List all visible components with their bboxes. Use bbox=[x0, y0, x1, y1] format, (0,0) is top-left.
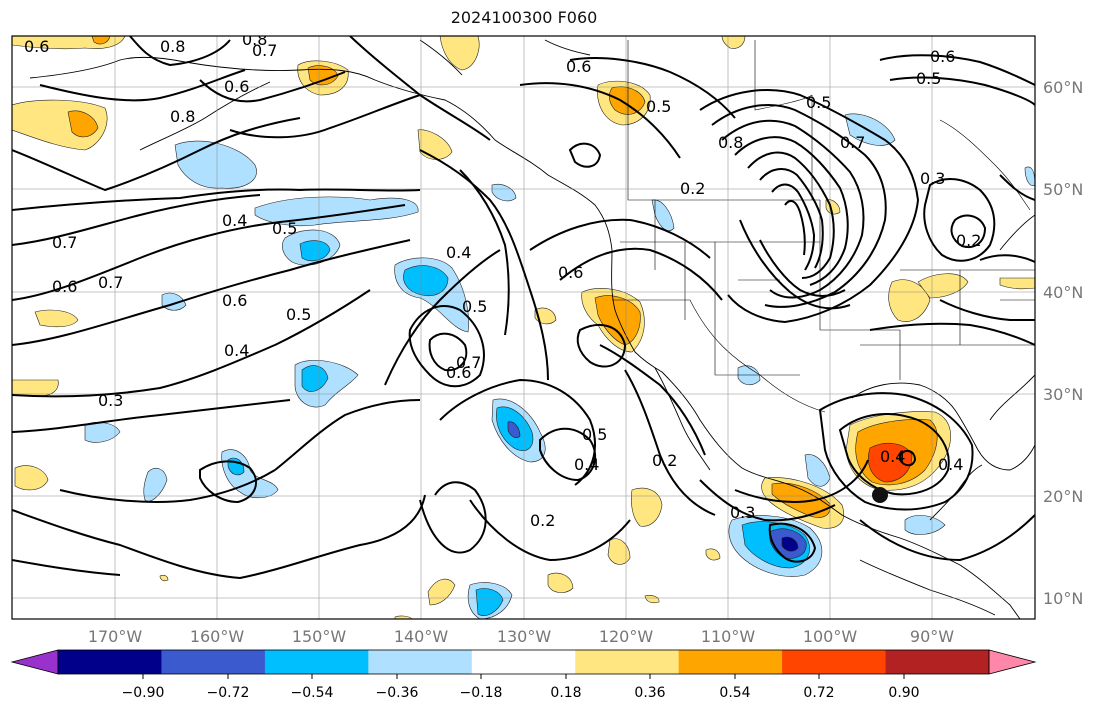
contour-label: 0.4 bbox=[574, 455, 599, 474]
colorbar-frame bbox=[57, 649, 990, 675]
contour-label: 0.8 bbox=[160, 37, 185, 56]
contour-label: 0.6 bbox=[52, 277, 77, 296]
contour-label: 0.3 bbox=[98, 391, 123, 410]
map-title: 2024100300 F060 bbox=[450, 8, 598, 27]
political-borders bbox=[612, 40, 1035, 413]
colorbar-segment bbox=[368, 650, 473, 674]
colorbar-segment bbox=[264, 650, 369, 674]
colorbar-segment bbox=[575, 650, 680, 674]
contour-label: 0.4 bbox=[880, 447, 905, 466]
lon-label: 100°W bbox=[803, 627, 858, 646]
colorbar-segments bbox=[10, 649, 1037, 675]
contour-label: 0.6 bbox=[222, 291, 247, 310]
lon-label: 110°W bbox=[701, 627, 756, 646]
contour-label: 0.4 bbox=[222, 211, 247, 230]
lon-label: 170°W bbox=[88, 627, 143, 646]
colorbar-segment bbox=[58, 650, 162, 674]
colorbar-tick-label: −0.36 bbox=[376, 685, 419, 701]
contour-lines bbox=[12, 36, 1035, 580]
latitude-labels: 60°N 50°N 40°N 30°N 20°N 10°N bbox=[1043, 78, 1083, 608]
longitude-labels: 170°W 160°W 150°W 140°W 130°W 120°W 110°… bbox=[88, 627, 954, 646]
contour-label: 0.7 bbox=[252, 41, 277, 60]
contour-label: 0.7 bbox=[840, 133, 865, 152]
contour-label: 0.7 bbox=[456, 353, 481, 372]
colorbar-tick-label: 0.72 bbox=[803, 685, 834, 701]
lon-label: 120°W bbox=[599, 627, 654, 646]
colorbar-segment bbox=[782, 650, 887, 674]
contour-label: 0.2 bbox=[652, 451, 677, 470]
contour-label: 0.6 bbox=[566, 57, 591, 76]
colorbar-segment bbox=[885, 650, 990, 674]
colorbar-tick-label: −0.72 bbox=[207, 685, 250, 701]
lat-label: 50°N bbox=[1043, 180, 1083, 199]
contour-label: 0.8 bbox=[718, 133, 743, 152]
contour-labels: 0.6 0.8 0.8 0.7 0.6 0.8 0.6 0.5 0.6 0.5 … bbox=[24, 30, 981, 530]
lat-label: 30°N bbox=[1043, 385, 1083, 404]
contour-label: 0.2 bbox=[530, 511, 555, 530]
contour-label: 0.2 bbox=[680, 179, 705, 198]
contour-label: 0.5 bbox=[582, 425, 607, 444]
colorbar-tick-label: −0.54 bbox=[291, 685, 334, 701]
contour-label: 0.8 bbox=[242, 30, 267, 49]
contour-label: 0.5 bbox=[646, 97, 671, 116]
colorbar-tick-label: −0.90 bbox=[122, 685, 165, 701]
storm-marker bbox=[872, 487, 888, 503]
contour-label: 0.5 bbox=[462, 297, 487, 316]
contour-label: 0.6 bbox=[558, 263, 583, 282]
contour-label: 0.6 bbox=[224, 77, 249, 96]
contour-label: 0.3 bbox=[730, 503, 755, 522]
contour-label: 0.5 bbox=[272, 219, 297, 238]
colorbar-tick-label: 0.90 bbox=[888, 685, 919, 701]
contour-label: 0.4 bbox=[446, 243, 471, 262]
contour-label: 0.6 bbox=[930, 47, 955, 66]
colorbar-tick-label: −0.18 bbox=[460, 685, 503, 701]
colorbar-segment bbox=[161, 650, 266, 674]
colorbar-extend-high bbox=[988, 649, 1037, 675]
contour-label: 0.5 bbox=[286, 305, 311, 324]
lon-label: 160°W bbox=[190, 627, 245, 646]
contour-label: 0.2 bbox=[956, 231, 981, 250]
contour-label: 0.4 bbox=[938, 455, 963, 474]
lat-label: 40°N bbox=[1043, 283, 1083, 302]
map-frame bbox=[11, 35, 1036, 620]
contour-label: 0.7 bbox=[98, 273, 123, 292]
colorbar-tick-label: 0.36 bbox=[634, 685, 665, 701]
colorbar-tick-label: 0.54 bbox=[719, 685, 750, 701]
lon-label: 140°W bbox=[394, 627, 449, 646]
colorbar-segment bbox=[678, 650, 783, 674]
colorbar-tick-labels: −0.90 −0.72 −0.54 −0.36 −0.18 0.18 0.36 … bbox=[122, 685, 920, 701]
contour-label: 0.3 bbox=[920, 169, 945, 188]
contour-label: 0.5 bbox=[916, 69, 941, 88]
lat-label: 20°N bbox=[1043, 487, 1083, 506]
colorbar-tick-label: 0.18 bbox=[550, 685, 581, 701]
contour-label: 0.5 bbox=[806, 93, 831, 112]
contour-label: 0.6 bbox=[446, 363, 471, 382]
colorbar: −0.90 −0.72 −0.54 −0.36 −0.18 0.18 0.36 … bbox=[10, 649, 1037, 701]
lat-label: 60°N bbox=[1043, 78, 1083, 97]
contour-label: 0.7 bbox=[52, 233, 77, 252]
lon-label: 130°W bbox=[497, 627, 552, 646]
colorbar-segment bbox=[471, 650, 576, 674]
coastlines bbox=[29, 39, 1035, 619]
colorbar-extend-low bbox=[10, 649, 59, 675]
lat-label: 10°N bbox=[1043, 589, 1083, 608]
lon-label: 90°W bbox=[910, 627, 954, 646]
contour-label: 0.6 bbox=[24, 37, 49, 56]
lon-label: 150°W bbox=[292, 627, 347, 646]
contour-label: 0.8 bbox=[170, 107, 195, 126]
contour-label: 0.4 bbox=[224, 341, 249, 360]
colorbar-ticks bbox=[142, 674, 905, 679]
